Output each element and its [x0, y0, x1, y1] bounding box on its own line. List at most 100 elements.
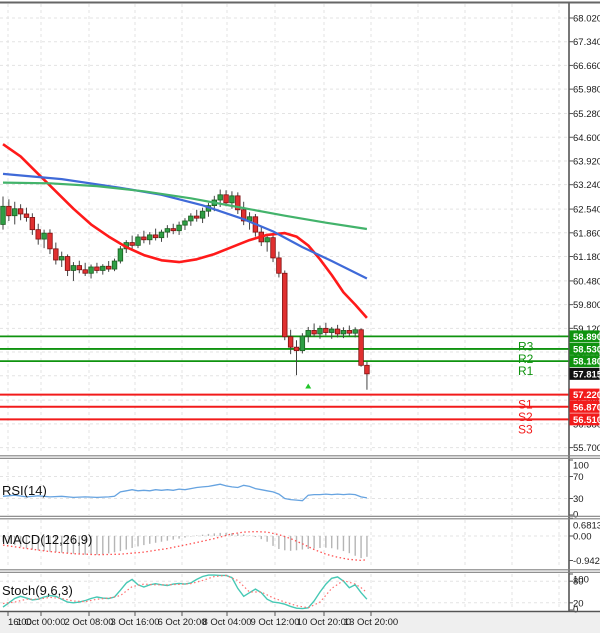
- price-tick-label: 59.120: [573, 324, 600, 335]
- price-tick-label: 66.660: [573, 61, 600, 72]
- support-price-box: [569, 388, 600, 401]
- indicator-tick-label: 0: [573, 510, 578, 521]
- candle-down: [323, 327, 329, 333]
- candle-down: [276, 257, 282, 274]
- support-label-s1: S1: [518, 398, 533, 412]
- price-tick-label: 59.800: [573, 300, 600, 311]
- candle-down: [129, 242, 135, 246]
- indicator-tick-label: 100: [573, 461, 589, 472]
- price-tick-label: 64.600: [573, 133, 600, 144]
- price-tick-label: 63.920: [573, 156, 600, 167]
- time-tick-label: 13 Oct 20:00: [344, 617, 398, 628]
- candle-down: [152, 234, 159, 239]
- stoch-k-line: [2, 574, 368, 610]
- price-tick-label: 60.480: [573, 276, 600, 287]
- candle-up: [329, 328, 335, 333]
- price-tick-label: 65.280: [573, 109, 600, 120]
- time-tick-label: 1 Oct 00:00: [16, 617, 65, 628]
- candle-down: [53, 248, 59, 261]
- candle-up: [41, 232, 47, 240]
- candle-up: [176, 224, 182, 232]
- candle-up: [217, 194, 223, 201]
- ma-blue-line: [2, 172, 368, 280]
- resistance-price-box-text: 58.530: [573, 344, 600, 355]
- rsi-line: [2, 483, 368, 502]
- time-tick-label: 3 Oct 16:00: [110, 617, 159, 628]
- indicator-tick-label: 80: [573, 577, 584, 588]
- candle-down: [364, 364, 370, 375]
- price-axis-bg: [570, 3, 600, 612]
- support-price-box-text: 56.510: [573, 415, 600, 426]
- current-price-box: [569, 367, 600, 380]
- indicator-tick-label: 0.6813: [573, 521, 600, 532]
- time-tick-label: 8 Oct 04:00: [202, 617, 251, 628]
- candle-up: [88, 266, 94, 274]
- resistance-label-r3: R3: [518, 339, 534, 353]
- price-tick-label: 61.860: [573, 228, 600, 239]
- candle-down: [94, 266, 100, 271]
- candle-down: [282, 272, 288, 338]
- candle-up: [182, 220, 188, 226]
- indicator-tick-label: 70: [573, 472, 584, 483]
- candle-up: [147, 234, 153, 241]
- time-tick-label: 2 Oct 08:00: [64, 617, 113, 628]
- candle-down: [194, 215, 200, 219]
- candle-up: [305, 330, 311, 337]
- candle-down: [105, 265, 112, 270]
- candle-down: [358, 329, 364, 366]
- price-axis[interactable]: 68.020 67.340 66.660 65.980 65.280 64.600 63.9…: [568, 3, 600, 616]
- price-tick-label: 63.240: [573, 180, 600, 191]
- candle-up: [352, 329, 358, 334]
- support-price-box: [569, 413, 600, 426]
- candle-down: [76, 265, 83, 271]
- current-price-box-text: 57.815: [573, 369, 600, 380]
- support-label-s3: S3: [518, 422, 533, 436]
- indicator-tick-label: 0: [573, 605, 578, 616]
- candle-up: [117, 248, 124, 262]
- indicator-tick-label: 30: [573, 494, 584, 505]
- candle-down: [64, 256, 71, 271]
- macd-histogram: [2, 532, 368, 559]
- resistance-label-r2: R2: [518, 352, 534, 366]
- time-tick-label: 6 Oct 20:00: [157, 617, 206, 628]
- indicator-tick-label: 20: [573, 598, 584, 609]
- time-tick-label: 10 Oct 20:00: [297, 617, 351, 628]
- candle-up: [188, 215, 194, 222]
- candle-down: [6, 205, 12, 217]
- candle-down: [270, 237, 276, 259]
- indicator-tick-label: -0.9427: [573, 556, 600, 567]
- price-tick-label: 55.700: [573, 443, 600, 454]
- candle-down: [17, 208, 24, 215]
- candle-down: [287, 336, 294, 348]
- support-price-box: [569, 400, 600, 413]
- candle-down: [29, 217, 36, 231]
- buy-arrow-marker: [305, 383, 312, 389]
- candle-down: [293, 346, 300, 352]
- resistance-price-box: [569, 355, 600, 368]
- candle-up: [199, 210, 206, 219]
- candle-up: [59, 256, 65, 261]
- resistance-price-box-text: 58.890: [573, 332, 600, 343]
- time-axis[interactable]: 16:001 Oct 00:002 Oct 08:003 Oct 16:006 …: [0, 612, 600, 633]
- ma-red-line: [2, 143, 368, 319]
- candle-down: [235, 195, 241, 211]
- candle-down: [141, 236, 147, 241]
- candle-down: [47, 232, 53, 250]
- candle-down: [240, 209, 247, 222]
- support-price-box-text: 56.870: [573, 402, 600, 413]
- price-tick-label: 68.020: [573, 14, 600, 25]
- candle-up: [317, 327, 323, 335]
- candle-up: [0, 205, 6, 225]
- candle-up: [12, 208, 18, 217]
- indicator-tick-label: 100: [573, 575, 589, 586]
- candle-up: [70, 265, 77, 271]
- price-tick-label: 61.180: [573, 252, 600, 263]
- time-axis-bg: [0, 612, 600, 633]
- candle-up: [299, 335, 306, 352]
- candle-up: [135, 236, 141, 246]
- resistance-price-box: [569, 342, 600, 355]
- candle-down: [23, 213, 30, 218]
- price-tick-label: 62.540: [573, 205, 600, 216]
